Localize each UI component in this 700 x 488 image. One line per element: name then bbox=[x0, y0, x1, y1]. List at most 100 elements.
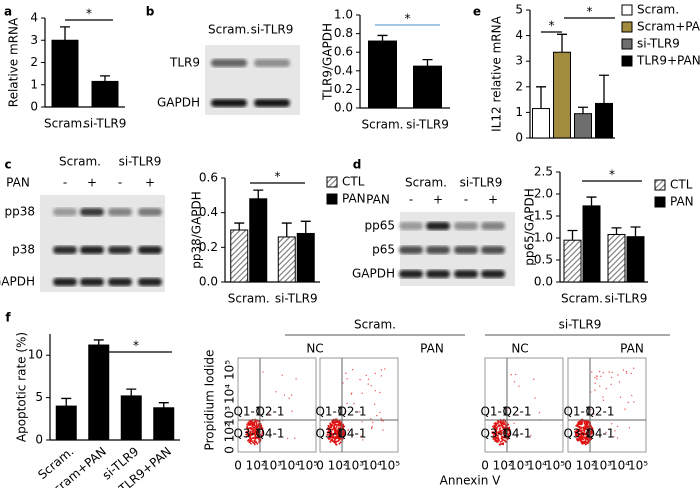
bar bbox=[626, 236, 645, 283]
event-dot bbox=[577, 425, 579, 428]
event-dot bbox=[250, 428, 253, 431]
x-tick-label: 10³ bbox=[509, 459, 529, 473]
event-dot bbox=[333, 437, 335, 440]
event-dot bbox=[288, 397, 290, 400]
event-dot bbox=[255, 430, 257, 433]
legend-swatch bbox=[326, 176, 338, 188]
event-dot bbox=[583, 429, 586, 432]
legend-label: PAN bbox=[342, 192, 366, 206]
blot-band bbox=[426, 246, 450, 254]
event-dot bbox=[249, 437, 252, 440]
legend-swatch bbox=[654, 196, 666, 208]
event-dot bbox=[590, 430, 593, 432]
blot-band bbox=[211, 99, 247, 107]
event-dot bbox=[382, 429, 384, 431]
error-bar bbox=[557, 33, 567, 53]
event-dot bbox=[268, 413, 270, 415]
x-axis-label: Annexin Ⅴ bbox=[440, 474, 501, 488]
quadrant-label: Q2-1 bbox=[502, 405, 531, 419]
event-dot bbox=[344, 411, 346, 413]
bar bbox=[55, 405, 77, 441]
y-tick-label: 5 bbox=[515, 3, 523, 17]
event-dot bbox=[576, 439, 579, 442]
event-dot bbox=[578, 425, 581, 428]
event-dot bbox=[498, 424, 501, 427]
y-tick-label: 0 10² bbox=[223, 422, 237, 454]
event-dot bbox=[495, 430, 498, 433]
error-bar bbox=[377, 34, 388, 42]
event-dot bbox=[495, 427, 497, 430]
y-tick-label: 0.0 bbox=[199, 275, 218, 289]
lane-label: Scram. bbox=[405, 176, 447, 190]
legend-label: CTL bbox=[670, 178, 693, 192]
sign-label: - bbox=[409, 193, 413, 207]
event-dot bbox=[508, 432, 511, 435]
row-label: GAPDH bbox=[352, 267, 395, 281]
quadrant-label: Q3-1 bbox=[563, 427, 592, 441]
event-dot bbox=[504, 424, 507, 426]
blot-band bbox=[399, 246, 423, 254]
event-dot bbox=[632, 367, 635, 369]
y-tick-label: 2 bbox=[515, 79, 523, 93]
panel-letter: d bbox=[353, 158, 362, 172]
event-dot bbox=[580, 441, 583, 443]
event-dot bbox=[578, 437, 580, 440]
event-dot bbox=[616, 425, 619, 428]
event-dot bbox=[576, 433, 579, 436]
event-dot bbox=[495, 423, 498, 426]
event-dot bbox=[365, 374, 367, 377]
y-axis-label: pp65/GAPDH bbox=[523, 188, 537, 266]
event-dot bbox=[591, 371, 593, 373]
quadrant-label: Q4-1 bbox=[255, 427, 284, 441]
event-dot bbox=[504, 422, 506, 424]
event-dot bbox=[246, 423, 248, 426]
event-dot bbox=[590, 438, 593, 441]
event-dot bbox=[251, 433, 254, 436]
quadrant-label: Q3-1 bbox=[233, 427, 262, 441]
event-dot bbox=[497, 438, 500, 441]
event-dot bbox=[254, 432, 257, 434]
error-bar bbox=[60, 26, 70, 41]
event-dot bbox=[491, 432, 494, 435]
event-dot bbox=[591, 426, 593, 429]
event-dot bbox=[582, 429, 585, 432]
blot-band bbox=[108, 208, 132, 216]
blot-band bbox=[481, 222, 505, 230]
y-axis-label: Apoptotic rate (%) bbox=[15, 332, 29, 442]
event-dot bbox=[583, 421, 586, 424]
event-dot bbox=[361, 439, 364, 441]
event-dot bbox=[507, 437, 510, 440]
y-axis-label: Propidium Iodide bbox=[203, 350, 217, 451]
row-label: pp38 bbox=[4, 205, 35, 219]
event-dot bbox=[374, 390, 376, 392]
event-dot bbox=[507, 434, 510, 437]
event-dot bbox=[251, 440, 253, 443]
y-tick-label: 0.8 bbox=[334, 26, 353, 40]
error-bar bbox=[567, 229, 578, 241]
event-dot bbox=[261, 432, 264, 435]
lane-label: si-TLR9 bbox=[251, 23, 294, 37]
x-tick-label: 0 10² bbox=[481, 459, 513, 473]
event-dot bbox=[501, 425, 504, 428]
event-dot bbox=[247, 429, 250, 431]
blot-band bbox=[80, 278, 104, 286]
blot-band bbox=[254, 99, 290, 107]
event-dot bbox=[253, 443, 256, 446]
event-dot bbox=[291, 410, 293, 412]
event-dot bbox=[499, 440, 502, 443]
event-dot bbox=[585, 421, 588, 424]
event-dot bbox=[351, 392, 353, 394]
event-dot bbox=[332, 432, 334, 435]
significance-mark: * bbox=[549, 19, 555, 33]
event-dot bbox=[352, 368, 354, 371]
blot-band bbox=[138, 208, 162, 216]
event-dot bbox=[625, 370, 628, 373]
event-dot bbox=[583, 420, 586, 422]
event-dot bbox=[342, 424, 345, 427]
event-dot bbox=[502, 442, 505, 445]
blot-band bbox=[454, 246, 478, 254]
event-dot bbox=[246, 426, 248, 429]
y-tick-label: 4 bbox=[515, 28, 523, 42]
event-dot bbox=[361, 392, 363, 394]
event-dot bbox=[492, 437, 495, 440]
